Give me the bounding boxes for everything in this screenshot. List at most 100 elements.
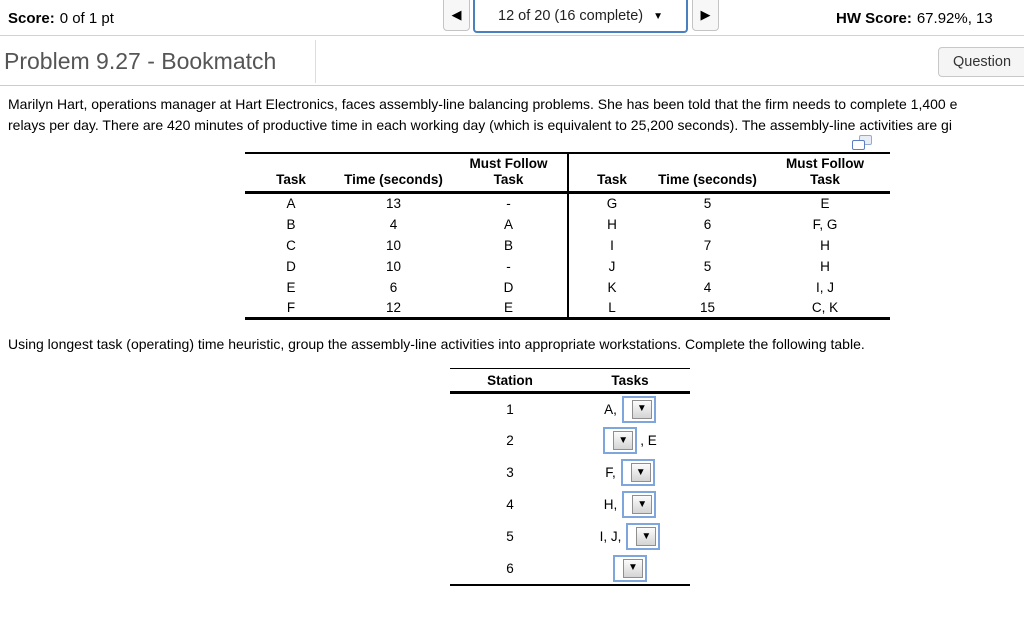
station-row: 5 I, J, ▼	[450, 521, 690, 553]
station-row: 2 ▼ , E	[450, 425, 690, 457]
task-dropdown[interactable]: ▼	[620, 459, 655, 486]
copy-overlapping-windows-icon	[852, 135, 872, 150]
right-arrow-icon: ▶	[700, 7, 711, 22]
time-cell: 10	[385, 237, 402, 253]
dropdown-button: ▼	[623, 558, 643, 578]
next-question-button[interactable]: ▶	[692, 0, 719, 31]
station-row: 1 A, ▼	[450, 393, 690, 425]
station-number: 1	[506, 401, 514, 417]
time-cell: 5	[703, 196, 712, 212]
station-number: 5	[506, 529, 514, 544]
dropdown-button: ▼	[631, 399, 652, 419]
task-cell: J	[567, 255, 655, 277]
station-number: 4	[506, 497, 514, 512]
header-station: Station	[450, 368, 570, 394]
must-follow-cell: -	[506, 196, 511, 212]
tasks-answer: I, J, ▼	[600, 523, 661, 550]
station-tasks-cell: ▼ , E	[570, 425, 690, 457]
time-cell: 4	[703, 279, 712, 295]
top-bar: Score: 0 of 1 pt ◀ 12 of 20 (16 complete…	[0, 0, 1024, 36]
hw-score-display: HW Score: 67.92%, 13	[836, 0, 993, 36]
tasks-answer: ▼	[613, 554, 647, 582]
question-help-button[interactable]: Question	[938, 47, 1024, 77]
question-selector-dropdown[interactable]: 12 of 20 (16 complete) ▼	[473, 0, 688, 33]
must-follow-line2: Task	[810, 172, 840, 187]
must-follow-line1: Must Follow	[786, 156, 864, 171]
task-cell: E	[286, 279, 296, 295]
station-number: 3	[506, 465, 514, 480]
copy-table-icon[interactable]	[851, 135, 873, 157]
time-cell: 10	[385, 258, 402, 274]
problem-text-line1: Marilyn Hart, operations manager at Hart…	[8, 96, 958, 112]
station-row: 3 F, ▼	[450, 457, 690, 489]
must-follow-cell: B	[503, 237, 513, 253]
task-dropdown[interactable]: ▼	[622, 491, 657, 518]
task-prefix: F,	[605, 465, 616, 480]
must-follow-cell: H	[820, 237, 830, 253]
hw-score-value: 67.92%, 13	[916, 9, 993, 27]
must-follow-cell: -	[506, 258, 511, 274]
task-cell: A	[286, 196, 296, 212]
task-cell: F	[286, 299, 296, 315]
task-table-row: E 6 D K 4 I, J	[245, 276, 890, 298]
header-tasks: Tasks	[570, 368, 690, 394]
station-tasks-cell: I, J, ▼	[570, 521, 690, 553]
time-cell: 6	[703, 216, 712, 232]
task-table-row: B 4 A H 6 F, G	[245, 213, 890, 235]
header-must-follow-left: Must Follow Task	[450, 153, 568, 194]
task-table-row: C 10 B I 7 H	[245, 234, 890, 256]
task-table-row: F 12 E L 15 C, K	[245, 297, 890, 319]
problem-text-line2: relays per day. There are 420 minutes of…	[8, 117, 952, 133]
task-dropdown[interactable]: ▼	[603, 427, 638, 454]
task-dropdown[interactable]: ▼	[626, 523, 661, 550]
score-label: Score:	[8, 9, 55, 27]
task-table-header-row: Task Time (seconds) Must Follow Task Tas…	[245, 153, 890, 194]
score-value: 0 of 1 pt	[59, 9, 114, 27]
dropdown-button: ▼	[613, 431, 634, 450]
dropdown-caret-icon: ▼	[636, 403, 647, 415]
time-cell: 13	[385, 196, 402, 212]
title-divider	[315, 40, 316, 83]
dropdown-caret-icon: ▼	[628, 562, 638, 573]
header-task-right: Task	[567, 153, 655, 194]
dropdown-caret-icon: ▼	[641, 530, 652, 542]
dropdown-button: ▼	[630, 463, 651, 482]
task-dropdown[interactable]: ▼	[613, 554, 647, 582]
station-tasks-cell: H, ▼	[570, 489, 690, 521]
tasks-answer: H, ▼	[604, 491, 657, 518]
question-selector-label: 12 of 20 (16 complete)	[498, 8, 644, 24]
tasks-answer: A, ▼	[604, 395, 656, 423]
tasks-answer: F, ▼	[605, 459, 655, 486]
title-bar: Problem 9.27 - Bookmatch Question	[0, 37, 1024, 86]
chevron-down-icon: ▼	[653, 11, 663, 22]
must-follow-cell: D	[503, 279, 514, 295]
task-cell: G	[567, 192, 655, 214]
time-cell: 6	[389, 279, 398, 295]
must-follow-cell: E	[503, 299, 513, 315]
must-follow-cell: I, J	[815, 279, 834, 295]
hw-score-label: HW Score:	[836, 9, 912, 27]
instruction-text: Using longest task (operating) time heur…	[8, 336, 865, 352]
left-arrow-icon: ◀	[451, 7, 462, 22]
task-suffix: , E	[640, 433, 657, 448]
station-tasks-cell: ▼	[570, 553, 690, 585]
dropdown-caret-icon: ▼	[637, 498, 648, 510]
task-dropdown[interactable]: ▼	[621, 395, 656, 423]
station-tasks-cell: F, ▼	[570, 457, 690, 489]
header-time-left: Time (seconds)	[337, 153, 450, 194]
task-table-row: A 13 - G 5 E	[245, 192, 890, 214]
header-time-right: Time (seconds)	[655, 153, 760, 194]
must-follow-cell: F, G	[812, 216, 838, 232]
must-follow-line1: Must Follow	[469, 156, 548, 171]
time-cell: 15	[699, 299, 716, 315]
must-follow-cell: E	[820, 196, 830, 212]
prev-question-button[interactable]: ◀	[443, 0, 470, 31]
must-follow-cell: A	[503, 216, 513, 232]
station-table: Station Tasks 1 A, ▼	[450, 368, 690, 586]
dropdown-button: ▼	[636, 527, 657, 546]
task-prefix: I, J,	[599, 529, 622, 544]
task-cell: I	[567, 234, 655, 256]
score-display: Score: 0 of 1 pt	[8, 0, 114, 36]
must-follow-cell: H	[820, 258, 830, 274]
